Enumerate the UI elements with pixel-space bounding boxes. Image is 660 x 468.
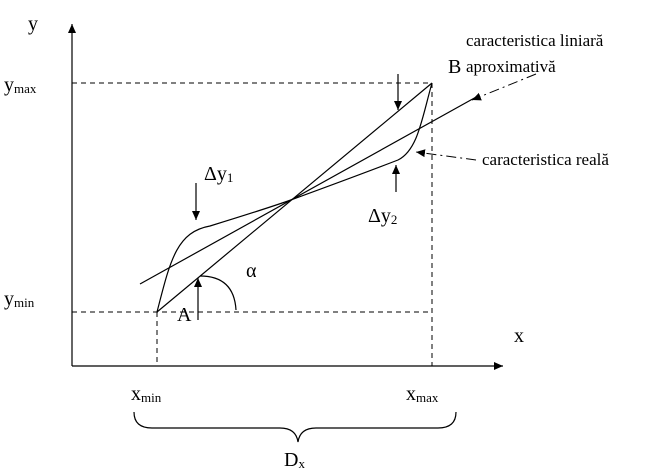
x-axis-label: x (514, 325, 524, 347)
y-max-label: ymax (4, 74, 37, 96)
x-min-label: xmin (131, 383, 162, 405)
real-annotation: caracteristica reală (482, 150, 609, 169)
domain-label: Dx (284, 449, 305, 468)
point-a-label: A (177, 304, 192, 326)
real-annotation-leader (415, 149, 477, 161)
x-max-label: xmax (406, 383, 439, 405)
linear-annotation-line1: caracteristica liniară (466, 31, 604, 50)
point-b-label: B (448, 56, 461, 78)
angle-label: α (246, 260, 257, 282)
linear-annotation-line2: aproximativă (466, 57, 556, 76)
delta-y2-label: Δy2 (368, 205, 397, 227)
linear-annotation-leader (471, 73, 537, 101)
angle-arc (199, 275, 237, 311)
y-min-label: ymin (4, 288, 35, 310)
delta-y1-label: Δy1 (204, 163, 233, 185)
real-characteristic-curve (156, 82, 433, 313)
domain-brace (133, 411, 457, 443)
linear-approximation-line (139, 95, 479, 285)
y-axis-label: y (28, 13, 38, 35)
